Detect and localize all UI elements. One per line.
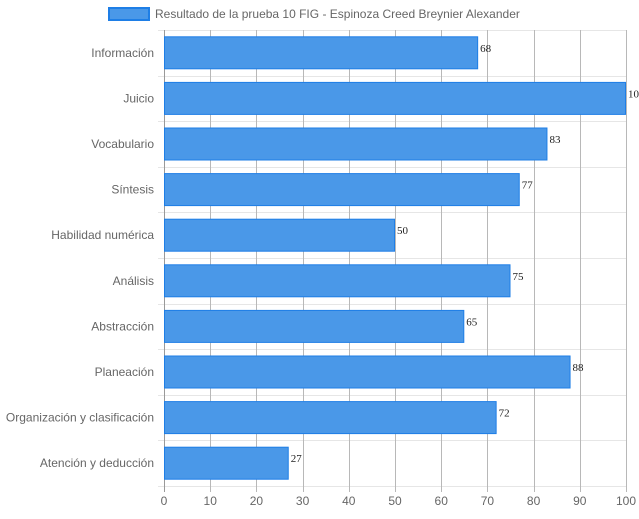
x-tick-label: 100 (616, 494, 636, 508)
bar[interactable] (164, 446, 289, 480)
y-category-label: Síntesis (111, 183, 154, 197)
x-tick-label: 50 (388, 494, 402, 508)
x-tick-label: 30 (296, 494, 310, 508)
legend-swatch (108, 7, 150, 21)
data-value-label: 83 (549, 134, 561, 146)
x-tick-label: 40 (342, 494, 356, 508)
bar[interactable] (164, 264, 511, 298)
y-category-label: Análisis (113, 274, 154, 288)
y-category-label: Organización y clasificación (6, 411, 154, 425)
x-tick-label: 0 (161, 494, 168, 508)
y-category-label: Vocabulario (91, 137, 154, 151)
y-category-label: Información (91, 46, 154, 60)
y-category-label: Atención y deducción (40, 456, 154, 470)
x-tick-label: 20 (250, 494, 264, 508)
bar[interactable] (164, 173, 520, 207)
bar[interactable] (164, 218, 395, 252)
bar[interactable] (164, 401, 497, 435)
y-category-label: Planeación (95, 365, 154, 379)
x-tick-label: 10 (204, 494, 218, 508)
bar[interactable] (164, 81, 626, 115)
bars (164, 36, 626, 480)
bar[interactable] (164, 355, 571, 389)
x-tick-label: 70 (481, 494, 495, 508)
data-value-label: 88 (573, 362, 585, 374)
data-value-label: 75 (513, 271, 525, 283)
y-axis: Información Juicio Vocabulario Síntesis Habi… (6, 46, 154, 470)
legend-label[interactable]: Resultado de la prueba 10 FIG - Espinoza… (155, 7, 520, 21)
bar[interactable] (164, 36, 479, 70)
bar[interactable] (164, 309, 465, 343)
y-category-label: Abstracción (91, 319, 154, 333)
y-category-label: Juicio (123, 91, 154, 105)
y-category-label: Habilidad numérica (51, 228, 154, 242)
data-value-label: 65 (466, 316, 478, 328)
x-tick-label: 80 (527, 494, 541, 508)
data-value-label: 72 (499, 408, 510, 420)
data-labels: 68 100 83 77 50 75 65 88 72 27 (291, 43, 639, 465)
data-value-label: 77 (522, 180, 534, 192)
legend[interactable]: Resultado de la prueba 10 FIG - Espinoza… (108, 7, 520, 21)
bar[interactable] (164, 127, 548, 161)
data-value-label: 27 (291, 453, 303, 465)
data-value-label: 68 (480, 43, 492, 55)
x-axis: 0 10 20 30 40 50 60 70 80 90 100 (161, 494, 637, 508)
data-value-label: 50 (397, 225, 409, 237)
data-value-label: 100 (628, 88, 639, 100)
x-tick-label: 90 (573, 494, 587, 508)
x-tick-label: 60 (435, 494, 449, 508)
